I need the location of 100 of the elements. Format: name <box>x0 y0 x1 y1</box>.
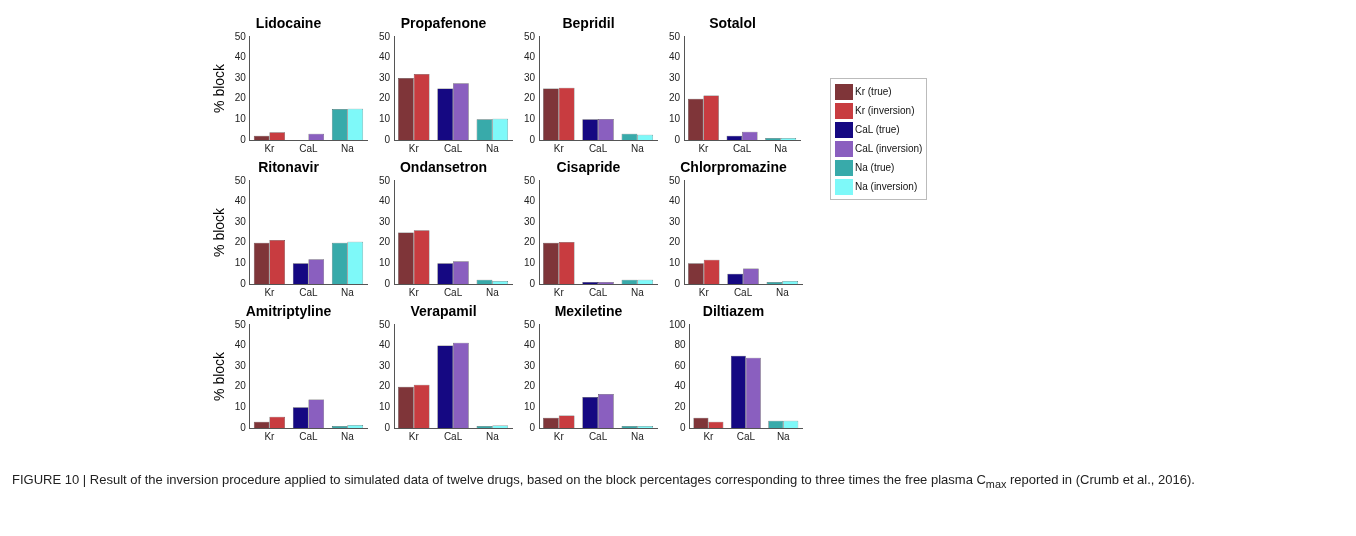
y-tick-label: 0 <box>384 277 391 289</box>
y-tick-label: 40 <box>379 339 391 351</box>
legend-label: Na (inversion) <box>855 181 918 192</box>
x-tick-label: Na <box>776 430 791 442</box>
y-tick-label: 20 <box>234 92 247 104</box>
x-tick-label: Kr <box>408 286 420 298</box>
y-tick-label: 10 <box>524 113 536 125</box>
y-tick-label: 40 <box>234 339 247 351</box>
x-tick-label: Kr <box>698 142 710 154</box>
y-tick-label: 0 <box>240 421 247 433</box>
y-tick-label: 30 <box>669 215 681 227</box>
y-tick-label: 10 <box>234 401 247 413</box>
y-tick-label: 50 <box>379 318 391 330</box>
y-tick-label: 10 <box>379 113 391 125</box>
y-tick-label: 20 <box>379 236 391 248</box>
y-tick-label: 30 <box>234 215 247 227</box>
y-tick-label: 20 <box>234 380 247 392</box>
y-tick-label: 40 <box>234 195 247 207</box>
chart-title: Ondansetron <box>399 159 488 176</box>
y-tick-label: 60 <box>674 359 687 371</box>
x-tick-label: Na <box>630 430 645 442</box>
y-tick-label: 40 <box>669 195 681 207</box>
y-tick-label: 0 <box>384 133 391 145</box>
chart-title: Mexiletine <box>554 303 623 320</box>
x-tick-label: CaL <box>733 286 753 298</box>
y-tick-label: 50 <box>524 318 536 330</box>
x-tick-label: Kr <box>408 142 420 154</box>
y-tick-label: 0 <box>240 277 247 289</box>
y-tick-label: 30 <box>524 215 536 227</box>
x-tick-label: CaL <box>588 430 608 442</box>
x-tick-label: CaL <box>443 142 463 154</box>
y-tick-label: 100 <box>669 318 687 330</box>
y-tick-label: 0 <box>529 133 536 145</box>
chart-title: Bepridil <box>562 15 615 32</box>
y-tick-label: 30 <box>379 359 391 371</box>
y-tick-label: 20 <box>379 92 391 104</box>
y-tick-label: 10 <box>669 257 681 269</box>
chart-title: Diltiazem <box>702 303 765 320</box>
y-tick-label: 80 <box>674 339 687 351</box>
y-tick-label: 40 <box>674 380 687 392</box>
y-axis-title: % block <box>211 206 228 257</box>
x-tick-label: Na <box>630 142 645 154</box>
y-tick-label: 50 <box>379 174 391 186</box>
y-tick-label: 20 <box>234 236 247 248</box>
x-tick-label: CaL <box>736 430 756 442</box>
y-tick-label: 10 <box>234 257 247 269</box>
x-tick-label: CaL <box>732 142 752 154</box>
y-tick-label: 50 <box>669 174 681 186</box>
y-tick-label: 50 <box>234 174 247 186</box>
x-tick-label: Kr <box>553 430 565 442</box>
y-tick-label: 20 <box>669 92 681 104</box>
y-tick-label: 30 <box>379 215 391 227</box>
legend-label: CaL (true) <box>855 124 900 135</box>
x-tick-label: CaL <box>443 286 463 298</box>
y-tick-label: 40 <box>524 51 536 63</box>
x-tick-label: Kr <box>698 286 710 298</box>
caption: FIGURE 10 | Result of the inversion procedure applied to simulated data of twelve drugs, based on the block percentages corresponding to three times the free plasma C$_{max}$ reported in (Crumb et al., 2016). <box>12 471 1196 492</box>
y-tick-label: 30 <box>524 359 536 371</box>
x-tick-label: Kr <box>553 142 565 154</box>
chart-title: Verapamil <box>410 303 477 320</box>
legend-label: Kr (true) <box>855 86 892 97</box>
y-tick-label: 40 <box>524 339 536 351</box>
legend-label: Na (true) <box>855 162 895 173</box>
x-tick-label: Na <box>485 142 500 154</box>
y-tick-label: 0 <box>529 277 536 289</box>
y-tick-label: 10 <box>524 257 536 269</box>
y-tick-label: 10 <box>669 113 681 125</box>
x-tick-label: Na <box>485 286 500 298</box>
x-tick-label: Na <box>775 286 790 298</box>
y-tick-label: 20 <box>669 236 681 248</box>
y-tick-label: 0 <box>674 277 681 289</box>
y-tick-label: 30 <box>379 71 391 83</box>
y-tick-label: 50 <box>234 318 247 330</box>
x-tick-label: Kr <box>264 286 276 298</box>
y-tick-label: 30 <box>234 359 247 371</box>
x-tick-label: CaL <box>443 430 463 442</box>
y-tick-label: 20 <box>674 401 687 413</box>
chart-title: Amitriptyline <box>245 303 332 320</box>
y-tick-label: 50 <box>524 30 536 42</box>
y-tick-label: 40 <box>234 51 247 63</box>
y-axis-title: % block <box>211 350 228 401</box>
y-tick-label: 40 <box>524 195 536 207</box>
y-tick-label: 0 <box>674 133 681 145</box>
y-tick-label: 30 <box>669 71 681 83</box>
x-tick-label: Kr <box>264 142 276 154</box>
y-tick-label: 0 <box>680 421 687 433</box>
legend-label: Kr (inversion) <box>855 105 915 116</box>
y-tick-label: 30 <box>524 71 536 83</box>
y-tick-label: 50 <box>234 30 247 42</box>
y-tick-label: 10 <box>379 257 391 269</box>
chart-title: Lidocaine <box>255 15 322 32</box>
x-tick-label: CaL <box>299 430 319 442</box>
chart-title: Ritonavir <box>258 159 320 176</box>
y-tick-label: 40 <box>669 51 681 63</box>
x-tick-label: Na <box>341 430 355 442</box>
y-tick-label: 0 <box>529 421 536 433</box>
x-tick-label: Kr <box>264 430 276 442</box>
x-tick-label: Na <box>630 286 645 298</box>
x-tick-label: Kr <box>408 430 420 442</box>
x-tick-label: Na <box>341 142 355 154</box>
